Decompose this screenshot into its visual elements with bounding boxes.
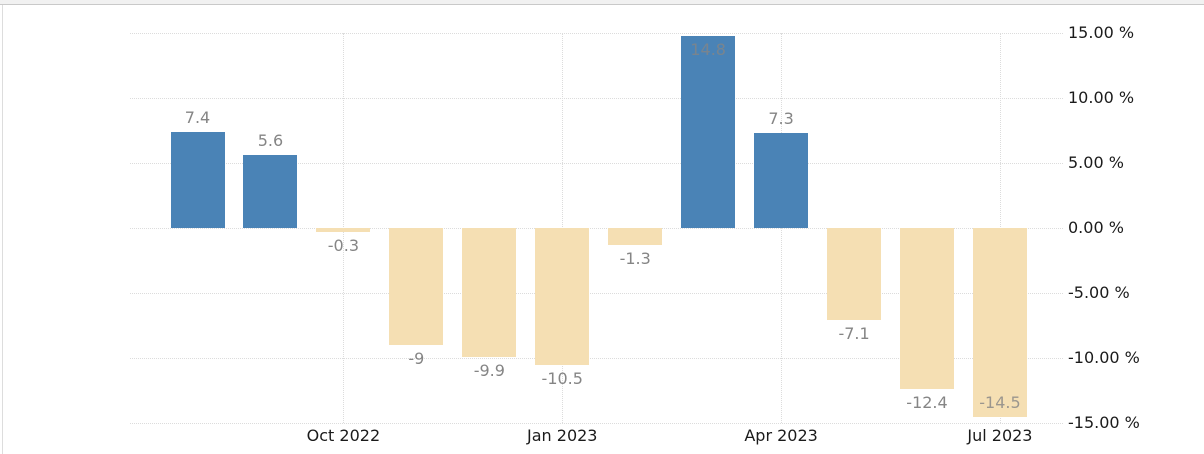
horizontal-gridline	[130, 33, 1063, 34]
bar[interactable]	[681, 35, 736, 228]
horizontal-gridline	[130, 293, 1063, 294]
bar[interactable]	[462, 228, 517, 357]
bar[interactable]	[170, 131, 225, 228]
bar-value-label: 7.4	[184, 107, 211, 127]
bar[interactable]	[535, 228, 590, 365]
bar[interactable]	[754, 133, 809, 228]
horizontal-gridline	[130, 163, 1063, 164]
y-axis-tick-label: -5.00 %	[1068, 283, 1130, 302]
horizontal-gridline	[130, 358, 1063, 359]
bar-value-label: -1.3	[619, 248, 651, 268]
bar[interactable]	[316, 228, 371, 232]
bar[interactable]	[900, 228, 954, 390]
x-axis-tick-label: Jul 2023	[967, 426, 1033, 445]
bar[interactable]	[243, 155, 298, 228]
bar-value-label: -10.5	[541, 368, 583, 388]
panel-left-edge	[2, 5, 3, 454]
bar-value-label: -9	[408, 349, 425, 368]
panel-top-edge	[0, 0, 1204, 5]
bar-value-label: -0.3	[327, 235, 359, 255]
horizontal-gridline	[130, 98, 1063, 99]
bar[interactable]	[389, 228, 444, 345]
bar-value-label: -14.5	[979, 392, 1021, 412]
y-axis-tick-label: 0.00 %	[1068, 218, 1124, 237]
y-axis-tick-label: -10.00 %	[1068, 348, 1140, 367]
x-axis-tick-label: Jan 2023	[527, 426, 598, 445]
bar[interactable]	[972, 228, 1027, 417]
horizontal-gridline	[130, 423, 1063, 424]
bar-value-label: 7.3	[768, 109, 794, 129]
x-axis-tick-label: Oct 2022	[306, 426, 381, 445]
y-axis-tick-label: -15.00 %	[1068, 413, 1140, 432]
x-axis-tick-label: Apr 2023	[744, 426, 818, 445]
y-axis-tick-label: 15.00 %	[1068, 23, 1135, 42]
vertical-gridline	[781, 33, 783, 423]
bar[interactable]	[827, 228, 882, 321]
bar-value-label: -9.9	[473, 360, 505, 380]
bar-value-label: -7.1	[838, 324, 870, 344]
bar[interactable]	[608, 228, 663, 245]
horizontal-gridline	[130, 228, 1063, 229]
y-axis-tick-label: 5.00 %	[1068, 153, 1124, 172]
bar-value-label: 5.6	[257, 131, 284, 151]
bar-value-label: -12.4	[906, 393, 948, 413]
y-axis-tick-label: 10.00 %	[1068, 88, 1135, 107]
bar-value-label: 14.8	[690, 39, 726, 59]
